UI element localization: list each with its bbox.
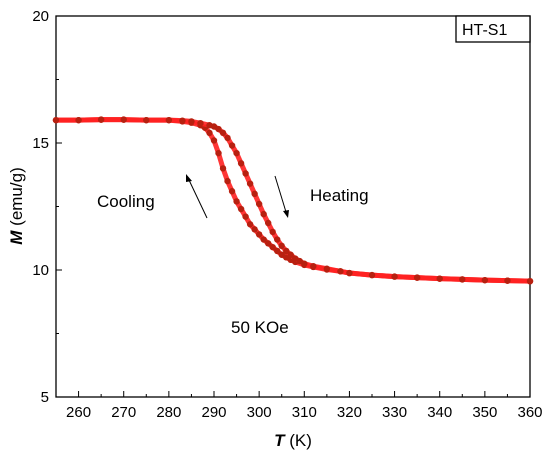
data-point (233, 149, 240, 157)
tick-marks: 260 270 280 290 300 310 320 330 340 350 360 5 10 15 20 (32, 8, 542, 421)
y-axis-unit: (emu/g) (7, 167, 26, 230)
x-tick-label: 320 (337, 404, 362, 421)
data-point (274, 236, 281, 243)
y-tick-label: 10 (32, 262, 49, 279)
data-point (179, 117, 186, 124)
data-point (52, 116, 60, 124)
data-point (260, 210, 267, 218)
heating-arrow (274, 175, 289, 218)
data-point (255, 200, 263, 208)
data-point (165, 116, 173, 124)
data-point (143, 116, 150, 124)
data-point (251, 190, 258, 197)
x-tick-label: 310 (292, 404, 317, 421)
x-tick-label: 260 (66, 404, 91, 421)
data-point (264, 219, 272, 227)
data-point (269, 243, 276, 251)
data-point (391, 273, 398, 280)
x-axis-label: T (K) (274, 431, 312, 450)
data-point (215, 149, 222, 157)
y-tick-label: 15 (32, 135, 49, 152)
data-point (368, 271, 376, 279)
data-point (233, 198, 240, 205)
data-point (413, 274, 421, 281)
data-point (310, 262, 317, 270)
y-axis-symbol: M (7, 230, 26, 245)
data-series (52, 116, 534, 285)
x-tick-label: 360 (517, 404, 542, 421)
data-point (526, 277, 534, 285)
data-point (219, 165, 227, 172)
data-point (436, 275, 443, 282)
data-point (283, 247, 290, 255)
series-heating (52, 116, 534, 285)
x-tick-label: 300 (247, 404, 272, 421)
data-point (481, 276, 489, 284)
x-tick-label: 350 (472, 404, 497, 421)
data-point (228, 188, 236, 195)
data-point (260, 236, 267, 243)
data-point (75, 116, 82, 124)
data-point (97, 116, 105, 123)
x-tick-label: 290 (201, 404, 226, 421)
x-axis-unit: (K) (285, 431, 312, 450)
x-tick-label: 270 (111, 404, 136, 421)
data-point (197, 119, 204, 127)
x-axis-symbol: T (274, 431, 286, 450)
data-point (346, 269, 353, 277)
data-point (237, 160, 245, 167)
data-point (323, 265, 331, 272)
sample-label-box (455, 15, 531, 43)
data-point (188, 118, 195, 125)
field-label: 50 KOe (231, 318, 289, 337)
data-point (264, 240, 272, 247)
y-tick-label: 5 (41, 389, 49, 406)
data-point (224, 177, 231, 185)
data-point (242, 170, 249, 177)
data-point (287, 251, 294, 258)
data-point (274, 247, 281, 255)
data-point (504, 277, 511, 284)
data-point (210, 137, 218, 144)
data-point (120, 116, 127, 123)
data-point (269, 228, 276, 236)
data-point (459, 276, 466, 283)
data-point (246, 180, 254, 187)
data-point (228, 142, 236, 149)
y-tick-label: 20 (32, 8, 49, 25)
data-point (301, 260, 308, 267)
sample-label: HT-S1 (462, 22, 507, 39)
x-tick-label: 340 (427, 404, 452, 421)
data-point (251, 226, 258, 233)
data-point (255, 231, 263, 238)
data-point (246, 221, 254, 228)
y-axis-label: M (emu/g) (7, 167, 26, 244)
data-point (237, 205, 245, 213)
data-point (242, 213, 249, 220)
data-point (219, 129, 227, 137)
heating-label: Heating (310, 186, 369, 205)
data-point (224, 134, 231, 142)
data-point (278, 242, 285, 250)
cooling-arrow (186, 174, 208, 219)
data-point (206, 129, 213, 137)
data-point (215, 125, 222, 133)
cooling-label: Cooling (97, 192, 155, 211)
x-tick-label: 280 (156, 404, 181, 421)
data-point (337, 268, 344, 275)
x-tick-label: 330 (382, 404, 407, 421)
